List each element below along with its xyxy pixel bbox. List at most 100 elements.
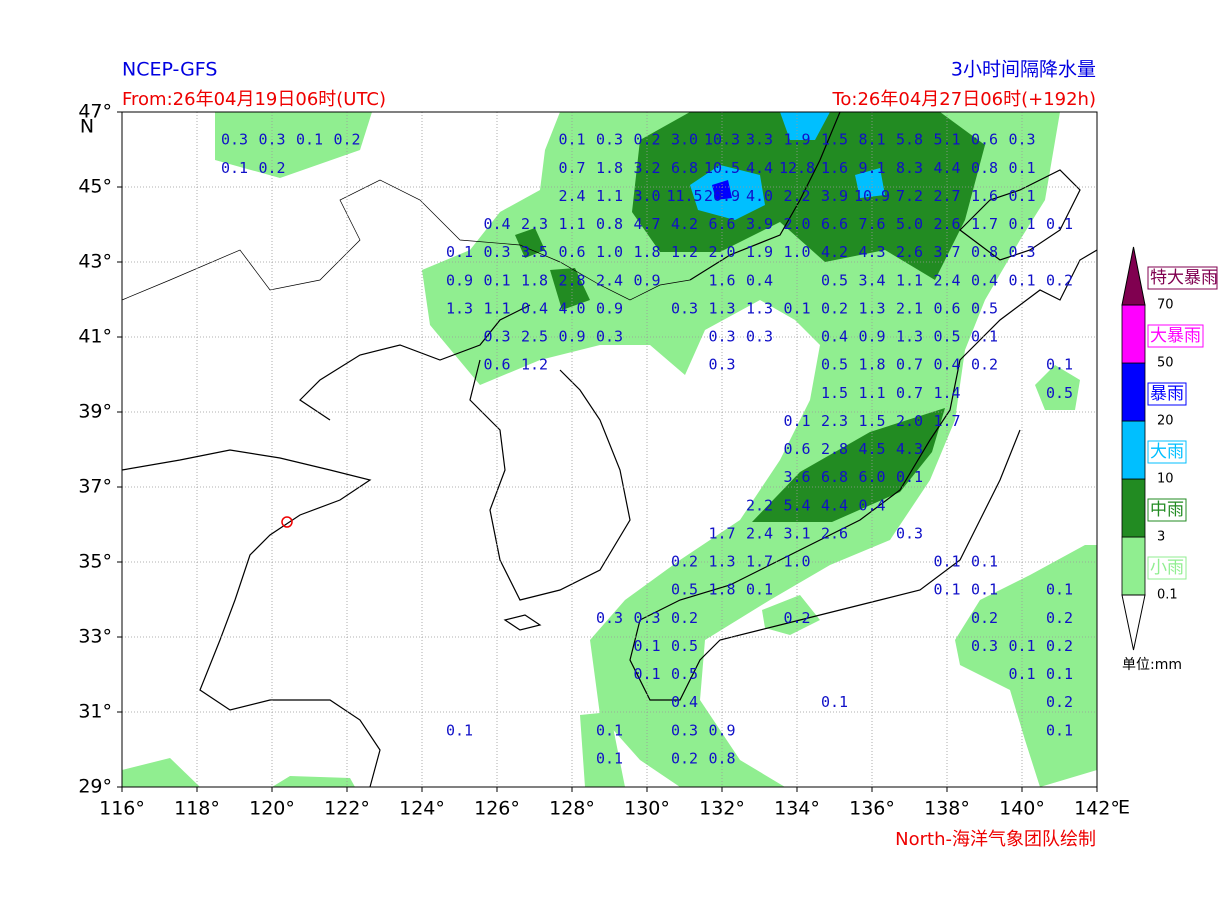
precip-value: 0.1 <box>1008 215 1035 233</box>
precip-value: 1.5 <box>821 384 848 402</box>
legend-label: 小雨 <box>1150 558 1184 578</box>
precip-value: 4.2 <box>671 215 698 233</box>
precip-value: 0.5 <box>933 328 960 346</box>
precip-value: 8.3 <box>896 159 923 177</box>
precip-value: 0.8 <box>971 159 998 177</box>
precip-value: 0.2 <box>1046 693 1073 711</box>
precip-value: 0.1 <box>971 553 998 571</box>
x-tick-label: 124° <box>399 798 445 820</box>
precip-value: 5.1 <box>933 131 960 149</box>
precip-value: 2.4 <box>596 271 623 289</box>
precip-value: 4.2 <box>821 243 848 261</box>
precip-value: 0.5 <box>671 665 698 683</box>
precip-value: 0.1 <box>971 328 998 346</box>
y-tick-label: 43° <box>78 251 112 273</box>
precip-value: 2.4 <box>558 187 585 205</box>
precip-value: 2.2 <box>783 187 810 205</box>
x-tick-label: 116° <box>99 798 145 820</box>
precip-value: 4.0 <box>558 299 585 317</box>
precip-value: 2.0 <box>708 243 735 261</box>
precip-value: 20.9 <box>704 187 740 205</box>
precip-value: 0.4 <box>521 299 548 317</box>
precip-value: 0.1 <box>821 693 848 711</box>
x-tick-label: 142° <box>1074 798 1120 820</box>
precip-value: 0.1 <box>1008 665 1035 683</box>
precip-value: 2.4 <box>746 524 773 542</box>
precip-value: 1.1 <box>596 187 623 205</box>
precip-value: 6.6 <box>821 215 848 233</box>
precip-value: 0.3 <box>671 299 698 317</box>
precip-value: 0.4 <box>671 693 698 711</box>
precip-value: 2.3 <box>821 412 848 430</box>
precip-value: 0.1 <box>558 131 585 149</box>
precip-value: 0.6 <box>558 243 585 261</box>
precip-value: 0.9 <box>708 721 735 739</box>
precip-value: 2.5 <box>521 328 548 346</box>
precip-value: 0.8 <box>708 749 735 767</box>
precip-value: 3.0 <box>633 187 660 205</box>
precip-value: 0.5 <box>671 581 698 599</box>
lat-unit: N <box>80 116 94 138</box>
precip-value: 0.3 <box>633 609 660 627</box>
precip-value: 0.1 <box>596 721 623 739</box>
model-name: NCEP-GFS <box>122 59 217 81</box>
to-time: To:26年04月27日06时(+192h) <box>831 89 1096 110</box>
y-tick-label: 31° <box>78 701 112 723</box>
precip-value: 0.4 <box>821 328 848 346</box>
precip-value: 1.5 <box>858 412 885 430</box>
precip-value: 1.5 <box>821 131 848 149</box>
precip-value: 1.7 <box>708 524 735 542</box>
precip-value: 0.9 <box>596 299 623 317</box>
precip-value: 1.9 <box>746 243 773 261</box>
from-time: From:26年04月19日06时(UTC) <box>122 89 386 110</box>
precip-value: 0.2 <box>633 131 660 149</box>
precip-value: 2.0 <box>896 412 923 430</box>
precip-value: 10.3 <box>704 131 740 149</box>
precip-value: 3.4 <box>858 271 885 289</box>
legend-bound: 3 <box>1157 530 1165 545</box>
x-tick-label: 128° <box>549 798 595 820</box>
precip-value: 0.6 <box>971 131 998 149</box>
legend-label-box <box>1147 498 1187 522</box>
y-tick-label: 29° <box>78 776 112 798</box>
precip-value: 2.0 <box>783 215 810 233</box>
moderate-rain-area <box>632 112 985 280</box>
precip-value: 3.2 <box>633 159 660 177</box>
precip-value: 5.0 <box>896 215 923 233</box>
y-tick-label: 39° <box>78 401 112 423</box>
precip-value: 1.1 <box>483 299 510 317</box>
precip-value: 4.5 <box>858 440 885 458</box>
precip-value: 0.9 <box>633 271 660 289</box>
precip-value: 7.6 <box>858 215 885 233</box>
precip-value: 12.8 <box>779 159 815 177</box>
x-tick-label: 138° <box>924 798 970 820</box>
precip-value: 1.4 <box>933 384 960 402</box>
precip-value: 0.1 <box>1008 187 1035 205</box>
precip-value: 0.3 <box>708 356 735 374</box>
x-tick-label: 120° <box>249 798 295 820</box>
precip-value: 0.1 <box>1008 637 1035 655</box>
precip-value: 1.9 <box>783 131 810 149</box>
coastline <box>121 449 381 788</box>
legend-swatch <box>1121 362 1146 422</box>
legend-triangle <box>1121 246 1146 306</box>
precip-value: 4.4 <box>746 159 773 177</box>
precip-value: 1.8 <box>521 271 548 289</box>
x-tick-label: 140° <box>999 798 1045 820</box>
precip-value: 1.3 <box>746 299 773 317</box>
x-tick-label: 130° <box>624 798 670 820</box>
precip-value: 0.5 <box>971 299 998 317</box>
precip-value: 1.1 <box>558 215 585 233</box>
precip-value: 0.2 <box>971 609 998 627</box>
heavy-rain-area <box>690 112 885 220</box>
precip-value: 0.1 <box>1046 665 1073 683</box>
precip-value: 3.3 <box>746 131 773 149</box>
precip-value: 0.9 <box>858 328 885 346</box>
precip-value: 0.2 <box>671 749 698 767</box>
precip-value: 1.0 <box>783 553 810 571</box>
precip-value: 0.1 <box>633 665 660 683</box>
legend-label: 大雨 <box>1150 442 1184 462</box>
x-tick-label: 126° <box>474 798 520 820</box>
precip-value: 0.9 <box>558 328 585 346</box>
